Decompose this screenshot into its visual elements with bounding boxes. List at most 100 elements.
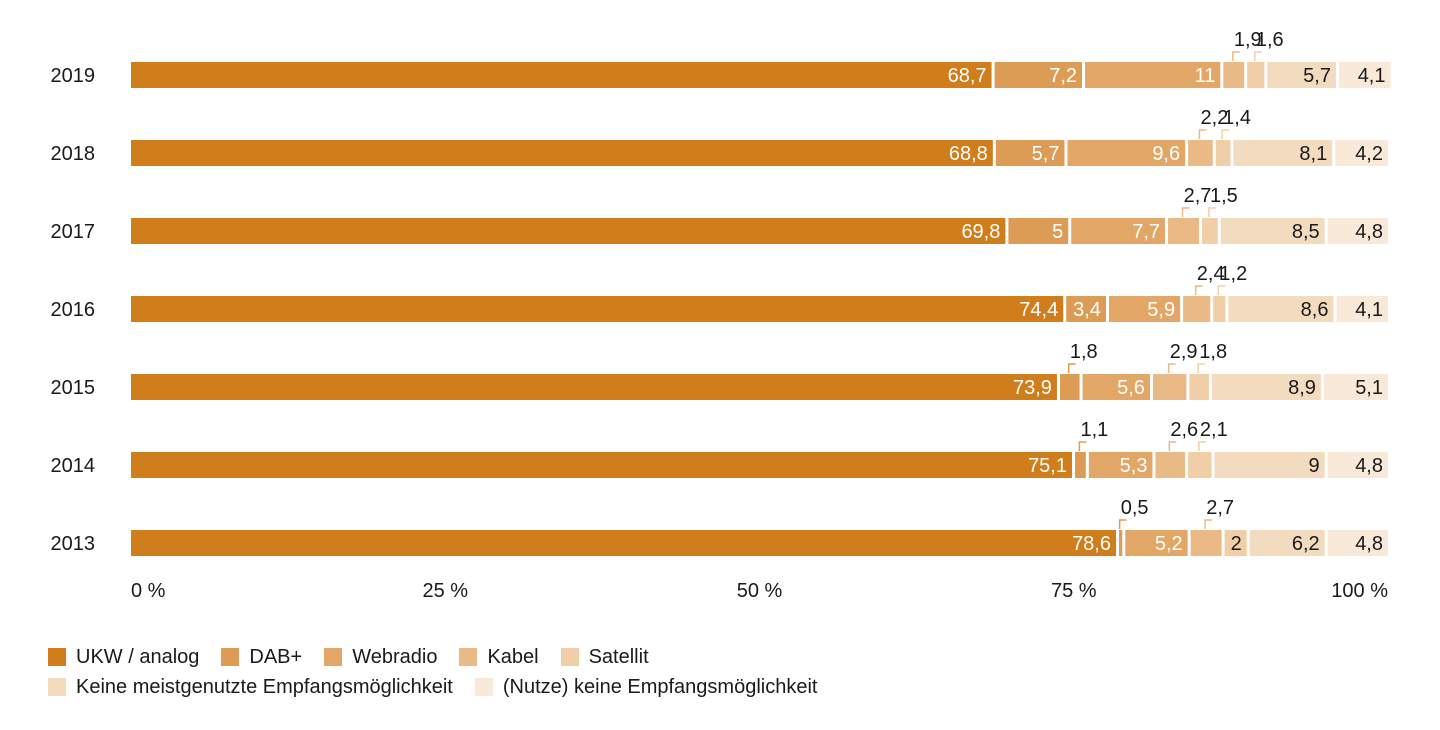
data-label-kabel-2015: 2,9 [1170, 341, 1198, 363]
bar-keine-meistgenutzte-empfangsm-glichkeit-2013 [1249, 530, 1325, 556]
bar-keine-meistgenutzte-empfangsm-glichkeit-2017 [1220, 218, 1325, 244]
data-label-nutze-keine-empfangsm-glichkeit-2016: 4,1 [1355, 299, 1383, 321]
bar-webradio-2015 [1082, 374, 1150, 400]
bar-kabel-2018 [1188, 140, 1213, 166]
x-tick-label-75: 75 % [1051, 580, 1097, 602]
leader-line-kabel-2014 [1168, 441, 1177, 451]
bar-satellit-2016 [1213, 296, 1226, 322]
data-label-dab-2017: 5 [1052, 221, 1063, 243]
data-label-keine-meistgenutzte-empfangsm-glichkeit-2018: 8,1 [1299, 143, 1327, 165]
bar-kabel-2015 [1152, 374, 1187, 400]
legend-swatch-keine-empfang [474, 678, 493, 696]
leader-line-dab-2015 [1067, 363, 1076, 373]
bar-dab-2014 [1075, 452, 1086, 478]
bar-kabel-2017 [1168, 218, 1199, 244]
x-tick-label-50: 50 % [737, 580, 783, 602]
bar-satellit-2015 [1189, 374, 1210, 400]
data-label-webradio-2016: 5,9 [1147, 299, 1175, 321]
data-label-webradio-2017: 7,7 [1132, 221, 1160, 243]
bar-nutze-keine-empfangsm-glichkeit-2019 [1338, 62, 1391, 88]
legend-swatch-dab [221, 648, 240, 666]
legend-label-ukw: UKW / analog [76, 645, 200, 668]
data-label-kabel-2013: 2,7 [1206, 497, 1234, 519]
y-tick-label-2017: 2017 [51, 221, 96, 243]
data-label-ukw-analog-2015: 73,9 [1013, 377, 1052, 399]
bar-dab-2016 [1066, 296, 1106, 322]
legend-swatch-kabel [459, 648, 478, 666]
bar-dab-2015 [1059, 374, 1080, 400]
leader-line-kabel-2015 [1167, 363, 1176, 373]
data-label-kabel-2016: 2,4 [1197, 263, 1225, 285]
data-label-ukw-analog-2017: 69,8 [961, 221, 1000, 243]
data-label-dab-2018: 5,7 [1032, 143, 1060, 165]
bar-satellit-2018 [1215, 140, 1231, 166]
y-tick-label-2018: 2018 [51, 143, 96, 165]
data-label-satellit-2017: 1,5 [1210, 185, 1238, 207]
data-label-keine-meistgenutzte-empfangsm-glichkeit-2014: 9 [1309, 455, 1320, 477]
bar-ukw-analog-2015 [131, 374, 1057, 400]
bar-dab-2018 [995, 140, 1065, 166]
bar-kabel-2014 [1155, 452, 1186, 478]
bar-keine-meistgenutzte-empfangsm-glichkeit-2015 [1212, 374, 1321, 400]
bar-ukw-analog-2014 [131, 452, 1073, 478]
data-label-ukw-analog-2019: 68,7 [948, 65, 987, 87]
bar-ukw-analog-2018 [131, 140, 993, 166]
legend-swatch-keine-meistgenutzte [48, 678, 66, 696]
data-label-ukw-analog-2013: 78,6 [1072, 533, 1111, 555]
bar-ukw-analog-2016 [131, 296, 1064, 322]
bar-kabel-2016 [1183, 296, 1211, 322]
bar-satellit-2014 [1188, 452, 1212, 478]
data-label-kabel-2018: 2,2 [1201, 107, 1229, 129]
legend-swatch-satellit [560, 648, 579, 666]
bar-nutze-keine-empfangsm-glichkeit-2013 [1327, 530, 1388, 556]
legend-label-satellit: Satellit [588, 645, 649, 668]
data-label-ukw-analog-2016: 74,4 [1019, 299, 1058, 321]
bar-webradio-2017 [1071, 218, 1166, 244]
bar-webradio-2016 [1108, 296, 1181, 322]
y-tick-label-2013: 2013 [51, 533, 96, 555]
y-tick-label-2019: 2019 [51, 65, 96, 87]
data-label-keine-meistgenutzte-empfangsm-glichkeit-2019: 5,7 [1303, 65, 1331, 87]
legend-label-keine-empfang: (Nutze) keine Empfangsmöglichkeit [502, 675, 818, 698]
bar-nutze-keine-empfangsm-glichkeit-2018 [1335, 140, 1388, 166]
leader-line-kabel-2017 [1181, 207, 1190, 217]
data-label-satellit-2019: 1,6 [1256, 29, 1284, 51]
bar-nutze-keine-empfangsm-glichkeit-2017 [1327, 218, 1388, 244]
x-tick-label-25: 25 % [422, 580, 468, 602]
legend-item-keine-empfang: (Nutze) keine Empfangsmöglichkeit [474, 675, 818, 699]
data-label-satellit-2014: 2,1 [1200, 419, 1228, 441]
data-label-webradio-2013: 5,2 [1155, 533, 1183, 555]
leader-line-kabel-2018 [1198, 129, 1207, 139]
data-label-ukw-analog-2018: 68,8 [949, 143, 988, 165]
leader-line-satellit-2014 [1198, 441, 1206, 451]
leader-line-satellit-2015 [1197, 363, 1206, 373]
bar-ukw-analog-2019 [131, 62, 992, 88]
x-tick-label-100: 100 % [1331, 580, 1388, 602]
data-label-satellit-2016: 1,2 [1219, 263, 1247, 285]
x-tick-label-0: 0 % [131, 580, 166, 602]
data-label-webradio-2015: 5,6 [1117, 377, 1145, 399]
bar-satellit-2013 [1224, 530, 1247, 556]
legend-item-satellit: Satellit [560, 645, 649, 669]
data-label-kabel-2019: 1,9 [1234, 29, 1262, 51]
bar-nutze-keine-empfangsm-glichkeit-2014 [1327, 452, 1388, 478]
data-label-satellit-2015: 1,8 [1199, 341, 1227, 363]
data-label-dab-2013: 0,5 [1121, 497, 1149, 519]
legend-label-dab: DAB+ [249, 645, 303, 668]
data-label-satellit-2018: 1,4 [1223, 107, 1251, 129]
bar-ukw-analog-2013 [131, 530, 1117, 556]
data-label-keine-meistgenutzte-empfangsm-glichkeit-2015: 8,9 [1288, 377, 1316, 399]
bar-keine-meistgenutzte-empfangsm-glichkeit-2014 [1214, 452, 1325, 478]
bar-nutze-keine-empfangsm-glichkeit-2016 [1336, 296, 1388, 322]
bar-kabel-2019 [1223, 62, 1245, 88]
legend-item-keine-meistgenutzte: Keine meistgenutzte Empfangsmöglichkeit [48, 676, 453, 699]
data-label-nutze-keine-empfangsm-glichkeit-2017: 4,8 [1355, 221, 1383, 243]
data-label-ukw-analog-2014: 75,1 [1028, 455, 1067, 477]
bar-nutze-keine-empfangsm-glichkeit-2015 [1323, 374, 1388, 400]
bar-dab-2013 [1119, 530, 1123, 556]
bar-kabel-2013 [1190, 530, 1222, 556]
y-tick-label-2014: 2014 [51, 455, 96, 477]
leader-line-satellit-2016 [1217, 285, 1226, 295]
bar-webradio-2013 [1125, 530, 1188, 556]
